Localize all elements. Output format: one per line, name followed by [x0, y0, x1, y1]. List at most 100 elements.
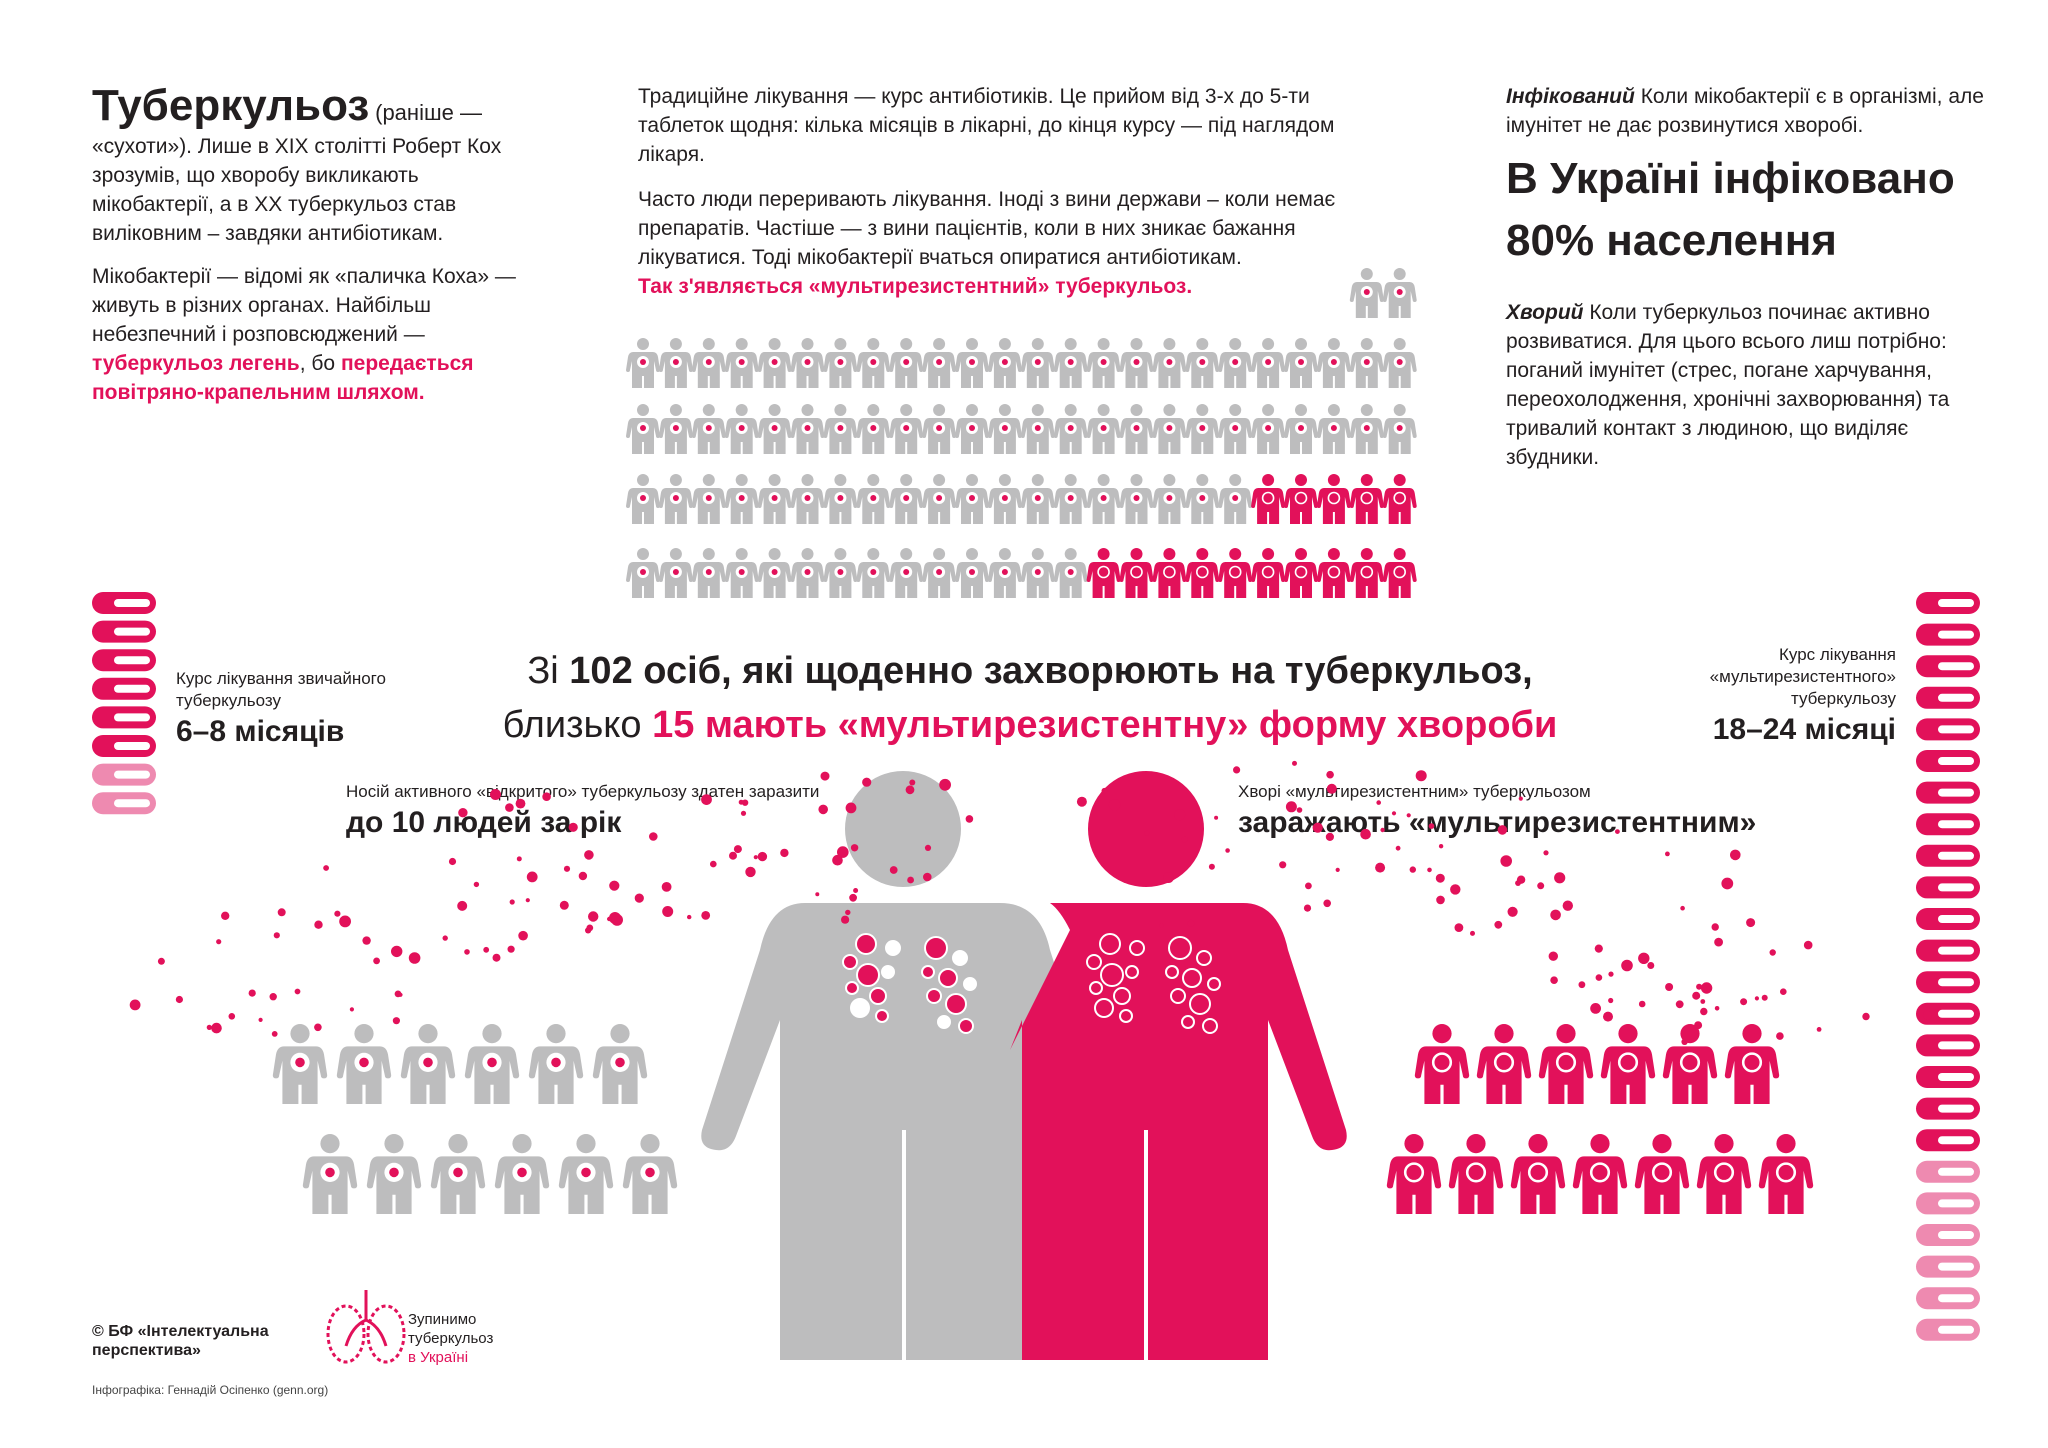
footer-credit: Інфографіка: Геннадій Осіпенко (genn.org… [92, 1383, 329, 1397]
droplet [1776, 1032, 1784, 1040]
bacteria-circle [885, 940, 901, 956]
droplet [849, 893, 857, 902]
bacteria-ring [1100, 963, 1124, 987]
grid-person [1152, 338, 1187, 388]
droplet [862, 777, 872, 787]
grid-person-multiresistant [1382, 548, 1417, 598]
droplet [1780, 988, 1787, 995]
droplet [1714, 1006, 1720, 1011]
grid-person [626, 338, 660, 388]
grid-person [987, 548, 1022, 598]
grid-person [955, 474, 989, 524]
grid-person [1086, 474, 1121, 524]
footer-campaign-l2: туберкульоз [408, 1330, 494, 1347]
droplet [294, 988, 301, 995]
grid-person [790, 474, 825, 524]
grid-person [691, 338, 726, 388]
headline-l1-b: осіб, які щоденно захворюють на туберкул… [643, 650, 1533, 692]
droplet [832, 854, 843, 866]
intro-text-2: Мікобактерії — відомі як «паличка Коха» … [92, 265, 516, 346]
bacteria-ring [1125, 965, 1139, 979]
bacteria-circle [921, 965, 935, 979]
droplet [1714, 937, 1723, 947]
droplet [1516, 875, 1526, 884]
bacteria-ring [1099, 933, 1121, 955]
bacteria-circle [845, 981, 859, 995]
droplet [1360, 828, 1371, 840]
droplet [339, 915, 351, 928]
droplet [845, 802, 857, 814]
droplet [1101, 787, 1108, 794]
pill-icon [1916, 1129, 1980, 1152]
course-regular: Курс лікування звичайного туберкульозу 6… [176, 668, 416, 752]
headline-highlight: 15 мають «мультирезистентну» форму хворо… [652, 704, 1558, 746]
pill-pale-icon [1916, 1160, 1980, 1183]
grid-person [790, 338, 825, 388]
droplet [157, 957, 165, 965]
grid-person [1119, 474, 1154, 524]
intro-highlight-1: туберкульоз легень [92, 352, 300, 375]
droplet [1638, 952, 1650, 964]
bacteria-ring [1165, 965, 1179, 979]
droplet [850, 844, 859, 852]
grid-person [823, 338, 858, 388]
grid-person [889, 548, 924, 598]
intro-block: Туберкульоз (раніше — «сухоти»). Лише в … [92, 80, 522, 421]
infected-person [592, 1024, 648, 1104]
bacteria-circle [850, 998, 870, 1018]
droplet [1108, 799, 1121, 811]
grid-person [691, 474, 726, 524]
droplet [526, 871, 538, 883]
droplet [729, 851, 737, 860]
grid-person [823, 474, 858, 524]
grid-person [922, 474, 957, 524]
intro-highlight-2: передається повітряно-крапельним шляхом. [92, 352, 474, 404]
grid-person [1382, 404, 1417, 454]
bacteria-circle [945, 993, 967, 1015]
bacteria-circle [842, 954, 858, 970]
droplet [578, 871, 588, 881]
treatment-highlight: Так з'являється «мультирезистентний» туб… [638, 275, 1193, 298]
droplet [837, 846, 849, 858]
pill-icon [1916, 592, 1980, 614]
grid-person [955, 338, 989, 388]
grid-person [757, 404, 792, 454]
droplet [939, 778, 951, 791]
droplet [1730, 849, 1741, 861]
grid-person [724, 338, 759, 388]
grid-person [1218, 338, 1253, 388]
course-multi-value: 18–24 місяці [1712, 713, 1896, 746]
droplet [516, 856, 522, 862]
headline: Зі 102 осіб, які щоденно захворюють на т… [380, 644, 1680, 752]
pill-icon [1916, 655, 1980, 678]
droplet [753, 855, 758, 860]
bacteria-circle [937, 1015, 951, 1029]
sick-label: Хворий [1506, 301, 1584, 324]
droplet [1325, 832, 1334, 842]
grid-person [1185, 474, 1220, 524]
bacteria-circle [952, 950, 968, 966]
grid-person [757, 548, 792, 598]
droplet [662, 906, 674, 917]
droplet [584, 850, 594, 860]
droplets [129, 760, 1932, 1046]
bacteria-circle [855, 933, 877, 955]
droplet [314, 1023, 322, 1032]
grid-person [658, 474, 693, 524]
droplet [1500, 855, 1512, 867]
droplet [408, 952, 421, 964]
multi-carrier-lungs [1086, 933, 1221, 1034]
grid-person [1086, 404, 1121, 454]
grid-person-multiresistant [1316, 548, 1351, 598]
bacteria-circle [938, 968, 958, 988]
pill-pale-icon [1916, 1287, 1980, 1310]
droplet [129, 999, 141, 1011]
course-multi-label: Курс лікування «мультирезистентного» туб… [1709, 645, 1896, 708]
infected-block: Інфікований Коли мікобактерії є в органі… [1506, 82, 1986, 472]
droplet [1696, 983, 1703, 990]
grid-person [1152, 474, 1187, 524]
infected-person [366, 1134, 422, 1214]
grid-person-multiresistant [1316, 474, 1351, 524]
droplet [1391, 811, 1397, 816]
